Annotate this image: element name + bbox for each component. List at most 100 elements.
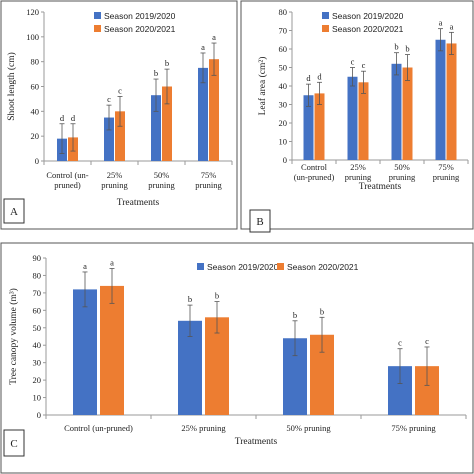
significance-letter: d: [71, 113, 76, 123]
y-axis-title: Tree canopy volume (m³): [8, 288, 19, 385]
chart-panel-c: 0 10 20 30 40 50 60 70 80 90 a a Control (un-pruned)…: [8, 253, 467, 447]
y-tick-label: 20: [279, 118, 288, 128]
x-tick-label-line: 50%: [394, 162, 410, 172]
y-tick-label: 50: [279, 63, 288, 73]
x-tick-label-line: 25%: [350, 162, 366, 172]
y-tick-label: 80: [33, 270, 42, 280]
x-tick-label: 25% pruning: [101, 170, 128, 190]
panel-a-tag: A: [10, 206, 18, 218]
significance-letter: d: [317, 71, 322, 81]
y-tick-label: 40: [33, 340, 42, 350]
legend-label: Season 2019/2020: [332, 11, 404, 21]
legend-swatch: [322, 12, 329, 19]
legend-swatch: [94, 12, 101, 19]
x-tick-label-line: pruning: [345, 172, 372, 182]
bar: [115, 111, 125, 161]
bar: [73, 289, 97, 415]
bar: [151, 95, 161, 161]
y-axis-title: Shoot length (cm): [6, 52, 17, 121]
legend-label: Season 2020/2021: [104, 24, 176, 34]
bar: [446, 43, 457, 161]
x-tick-label-line: pruning: [195, 180, 222, 190]
bar: [347, 76, 358, 160]
bar: [402, 67, 413, 160]
bar: [104, 117, 114, 161]
x-tick-label: Control (un-pruned): [294, 162, 335, 182]
x-tick-label-line: 50%: [154, 170, 170, 180]
x-tick-label-line: pruning: [148, 180, 175, 190]
y-tick-label: 90: [33, 253, 42, 263]
significance-letter: d: [60, 113, 65, 123]
x-axis-title: Treatments: [235, 437, 278, 447]
panel-b-tag-box: [249, 209, 271, 233]
legend-swatch: [277, 263, 284, 270]
significance-letter: b: [394, 42, 398, 52]
significance-letter: c: [118, 85, 122, 95]
x-tick-label: 25% pruning: [345, 162, 372, 182]
legend-swatch: [322, 25, 329, 32]
significance-letter: a: [439, 18, 443, 28]
significance-letter: c: [398, 338, 402, 348]
significance-letter: a: [110, 257, 114, 267]
bar: [198, 67, 208, 161]
y-axis-title: Leaf area (cm²): [257, 57, 268, 116]
x-tick-label-line: 75%: [201, 170, 217, 180]
y-tick-label: 100: [26, 32, 39, 42]
y-tick-label: 0: [37, 410, 41, 420]
y-tick-label: 70: [33, 288, 42, 298]
bar: [100, 285, 124, 415]
significance-letter: c: [425, 336, 429, 346]
significance-letter: b: [215, 291, 219, 301]
x-tick-label-line: pruning: [433, 172, 460, 182]
significance-letter: b: [320, 306, 324, 316]
x-tick-label: 75% pruning: [391, 423, 436, 433]
x-tick-label-line: Control (un-pruned): [64, 423, 133, 433]
chart-panel-a: 0 20 40 60 80 100 120 d d Control (un-pruned) cc 25…: [6, 7, 233, 208]
y-tick-label: 60: [33, 305, 42, 315]
x-tick-label: 75% pruning: [195, 170, 222, 190]
significance-letter: d: [306, 73, 311, 83]
significance-letter: a: [83, 261, 87, 271]
x-tick-label: 75% pruning: [433, 162, 460, 182]
legend-label: Season 2019/2020: [104, 11, 176, 21]
panel-c-frame: [0, 242, 474, 474]
y-tick-label: 10: [33, 393, 42, 403]
x-tick-label-line: 75% pruning: [391, 423, 436, 433]
y-tick-label: 80: [31, 57, 40, 67]
x-tick-label-line: pruned): [54, 180, 81, 190]
x-tick-label: 50% pruning: [389, 162, 416, 182]
y-tick-label: 20: [33, 375, 42, 385]
legend-label: Season 2019/2020: [207, 262, 279, 272]
significance-letter: a: [450, 21, 454, 31]
significance-letter: a: [212, 32, 216, 42]
panel-a-frame: [0, 0, 238, 230]
x-axis-title: Treatments: [359, 182, 402, 192]
y-tick-label: 10: [279, 137, 288, 147]
panel-b-frame: [240, 0, 474, 230]
x-tick-label: Control (un-pruned): [64, 423, 133, 433]
y-tick-label: 50: [33, 323, 42, 333]
x-tick-label-line: Control: [301, 162, 328, 172]
significance-letter: c: [362, 60, 366, 70]
significance-letter: c: [351, 57, 355, 67]
y-tick-label: 20: [31, 131, 40, 141]
chart-panel-b: 0 10 20 30 40 50 60 70 80 d d Control (un-pruned) c c 2…: [257, 7, 469, 192]
bar: [303, 95, 314, 160]
y-tick-label: 40: [31, 106, 40, 116]
significance-letter: b: [293, 310, 297, 320]
x-tick-label-line: pruning: [101, 180, 128, 190]
x-tick-label: 50% pruning: [148, 170, 175, 190]
bar: [314, 93, 325, 160]
x-tick-label-line: 75%: [438, 162, 454, 172]
significance-letter: a: [201, 42, 205, 52]
panel-a-tag-box: [3, 198, 25, 224]
x-tick-label: 50% pruning: [286, 423, 331, 433]
y-tick-label: 0: [283, 155, 287, 165]
panel-c-tag-box: [3, 429, 25, 457]
panel-b-tag: B: [256, 216, 263, 228]
bar: [205, 317, 229, 415]
y-tick-label: 0: [35, 156, 39, 166]
bar: [162, 86, 172, 161]
x-tick-label: Control (un-pruned): [46, 170, 88, 190]
